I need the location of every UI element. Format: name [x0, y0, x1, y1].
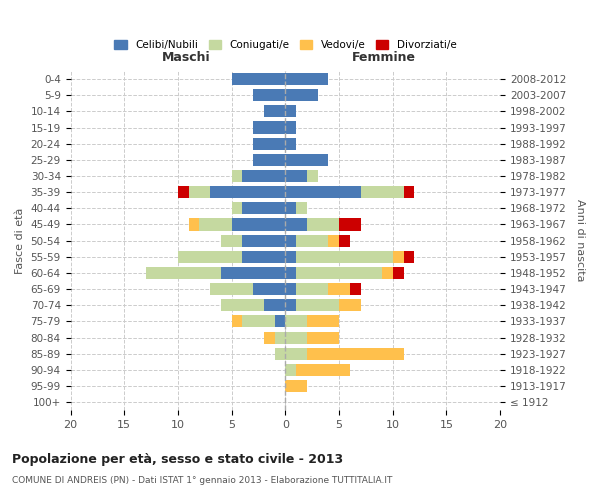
Bar	[242, 234, 286, 246]
Bar	[188, 186, 210, 198]
Bar	[275, 348, 286, 360]
Bar	[286, 316, 307, 328]
Bar	[253, 283, 286, 295]
Bar	[307, 316, 339, 328]
Legend: Celibi/Nubili, Coniugati/e, Vedovi/e, Divorziati/e: Celibi/Nubili, Coniugati/e, Vedovi/e, Di…	[110, 36, 461, 54]
Bar	[328, 234, 339, 246]
Bar	[296, 267, 382, 279]
Bar	[146, 267, 221, 279]
Bar	[286, 154, 328, 166]
Text: COMUNE DI ANDREIS (PN) - Dati ISTAT 1° gennaio 2013 - Elaborazione TUTTITALIA.IT: COMUNE DI ANDREIS (PN) - Dati ISTAT 1° g…	[12, 476, 392, 485]
Bar	[286, 364, 296, 376]
Bar	[296, 299, 339, 312]
Bar	[307, 348, 404, 360]
Bar	[286, 122, 296, 134]
Bar	[350, 283, 361, 295]
Bar	[286, 106, 296, 118]
Bar	[393, 250, 404, 263]
Bar	[307, 332, 339, 344]
Bar	[232, 316, 242, 328]
Text: Maschi: Maschi	[162, 51, 211, 64]
Bar	[199, 218, 232, 230]
Bar	[286, 348, 307, 360]
Bar	[382, 267, 393, 279]
Bar	[210, 283, 253, 295]
Bar	[286, 218, 307, 230]
Y-axis label: Fasce di età: Fasce di età	[15, 208, 25, 274]
Bar	[253, 122, 286, 134]
Bar	[178, 250, 242, 263]
Bar	[253, 154, 286, 166]
Bar	[275, 332, 286, 344]
Bar	[242, 202, 286, 214]
Bar	[286, 332, 307, 344]
Bar	[221, 299, 264, 312]
Bar	[242, 170, 286, 182]
Bar	[286, 299, 296, 312]
Bar	[307, 218, 339, 230]
Bar	[361, 186, 404, 198]
Bar	[264, 332, 275, 344]
Bar	[296, 364, 350, 376]
Bar	[253, 89, 286, 102]
Bar	[339, 299, 361, 312]
Bar	[232, 202, 242, 214]
Bar	[210, 186, 286, 198]
Bar	[221, 234, 242, 246]
Bar	[296, 283, 328, 295]
Bar	[242, 316, 275, 328]
Bar	[286, 186, 361, 198]
Bar	[339, 218, 361, 230]
Bar	[286, 138, 296, 150]
Bar	[296, 250, 393, 263]
Bar	[232, 218, 286, 230]
Text: Femmine: Femmine	[352, 51, 416, 64]
Bar	[264, 299, 286, 312]
Bar	[188, 218, 199, 230]
Bar	[286, 380, 307, 392]
Bar	[404, 250, 414, 263]
Bar	[328, 283, 350, 295]
Bar	[296, 234, 328, 246]
Text: Popolazione per età, sesso e stato civile - 2013: Popolazione per età, sesso e stato civil…	[12, 452, 343, 466]
Bar	[275, 316, 286, 328]
Bar	[286, 267, 296, 279]
Bar	[286, 234, 296, 246]
Bar	[286, 250, 296, 263]
Bar	[221, 267, 286, 279]
Bar	[264, 106, 286, 118]
Bar	[286, 73, 328, 85]
Bar	[393, 267, 404, 279]
Bar	[178, 186, 188, 198]
Bar	[286, 89, 317, 102]
Bar	[232, 73, 286, 85]
Bar	[296, 202, 307, 214]
Bar	[286, 283, 296, 295]
Bar	[286, 202, 296, 214]
Bar	[232, 170, 242, 182]
Bar	[242, 250, 286, 263]
Bar	[339, 234, 350, 246]
Bar	[404, 186, 414, 198]
Bar	[286, 170, 307, 182]
Bar	[253, 138, 286, 150]
Bar	[307, 170, 317, 182]
Y-axis label: Anni di nascita: Anni di nascita	[575, 200, 585, 282]
